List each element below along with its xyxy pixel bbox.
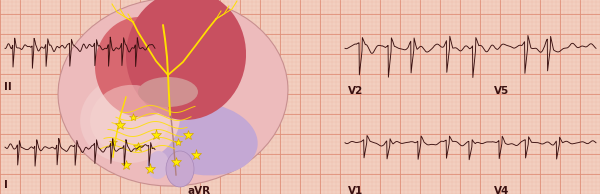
Text: V1: V1 xyxy=(348,186,363,194)
Ellipse shape xyxy=(95,17,185,117)
Ellipse shape xyxy=(148,103,257,175)
Text: V2: V2 xyxy=(348,86,363,96)
Text: V4: V4 xyxy=(494,186,509,194)
Ellipse shape xyxy=(80,75,180,163)
Ellipse shape xyxy=(58,0,288,186)
Ellipse shape xyxy=(138,77,198,107)
Text: I: I xyxy=(4,180,8,190)
Text: aVR: aVR xyxy=(188,186,211,194)
Ellipse shape xyxy=(147,151,169,179)
Text: V5: V5 xyxy=(494,86,509,96)
Text: II: II xyxy=(4,82,12,92)
Ellipse shape xyxy=(126,0,246,120)
Ellipse shape xyxy=(90,85,170,153)
Ellipse shape xyxy=(166,151,194,187)
